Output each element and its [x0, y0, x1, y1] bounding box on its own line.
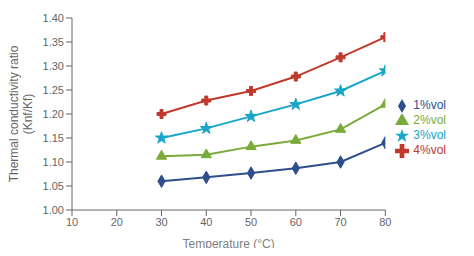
svg-text:1.05: 1.05: [43, 180, 64, 192]
svg-text:30: 30: [155, 216, 167, 228]
svg-text:1.30: 1.30: [43, 60, 64, 72]
svg-text:1.00: 1.00: [43, 204, 64, 216]
svg-text:1.40: 1.40: [43, 12, 64, 24]
svg-text:1.35: 1.35: [43, 36, 64, 48]
svg-text:1.10: 1.10: [43, 156, 64, 168]
svg-text:1.25: 1.25: [43, 84, 64, 96]
svg-text:40: 40: [200, 216, 212, 228]
html-text:1%vol: 1%vol: [413, 98, 446, 113]
svg-text:Thermal conductivity ratio(Knf: Thermal conductivity ratio(Knf/Kf): [8, 45, 35, 182]
html-text:4%vol: 4%vol: [413, 142, 446, 157]
html-text:3%vol: 3%vol: [413, 128, 446, 142]
svg-text:1.15: 1.15: [43, 132, 64, 144]
html-text:2%vol: 2%vol: [413, 113, 446, 128]
svg-text:70: 70: [334, 216, 346, 228]
svg-text:50: 50: [245, 216, 257, 228]
svg-text:10: 10: [66, 216, 78, 228]
svg-text:1.20: 1.20: [43, 108, 64, 120]
svg-text:20: 20: [111, 216, 123, 228]
svg-text:Temperature (°C): Temperature (°C): [183, 237, 275, 248]
svg-text:80: 80: [379, 216, 391, 228]
svg-text:60: 60: [290, 216, 302, 228]
